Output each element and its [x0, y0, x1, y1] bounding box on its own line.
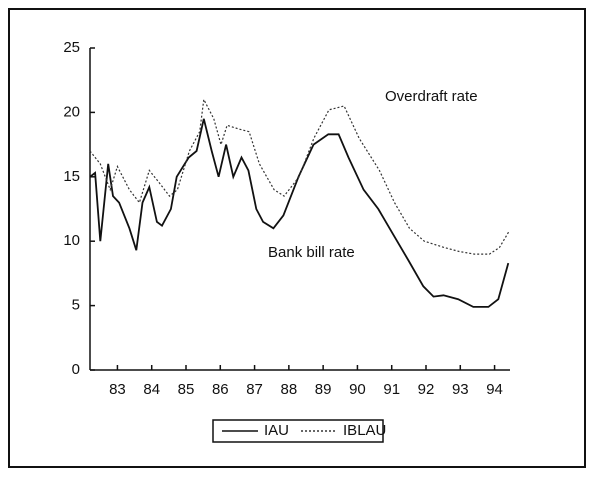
- frame: [8, 8, 586, 468]
- x-tick-label: 89: [315, 381, 332, 398]
- x-tick-label: 84: [143, 381, 160, 398]
- legend-label: IBLAU: [343, 422, 386, 439]
- annotation: Bank bill rate: [268, 244, 355, 261]
- x-tick-label: 85: [178, 381, 195, 398]
- data-line: [89, 118, 510, 308]
- x-tick-label: 92: [418, 381, 435, 398]
- y-tick-label: 20: [63, 103, 80, 120]
- x-tick-label: 93: [452, 381, 469, 398]
- legend-label: IAU: [264, 422, 289, 439]
- y-tick-label: 0: [72, 361, 80, 378]
- legend-box: [212, 419, 384, 443]
- y-tick-label: 15: [63, 168, 80, 185]
- x-tick-label: 86: [212, 381, 229, 398]
- x-tick-label: 83: [109, 381, 126, 398]
- x-tick-label: 88: [281, 381, 298, 398]
- x-tick-label: 91: [383, 381, 400, 398]
- x-tick-label: 87: [246, 381, 263, 398]
- x-tick-label: 90: [349, 381, 366, 398]
- annotation: Overdraft rate: [385, 88, 478, 105]
- y-tick-label: 25: [63, 39, 80, 56]
- data-line: [89, 97, 510, 255]
- y-tick-label: 5: [72, 297, 80, 314]
- x-tick-label: 94: [486, 381, 503, 398]
- y-tick-label: 10: [63, 232, 80, 249]
